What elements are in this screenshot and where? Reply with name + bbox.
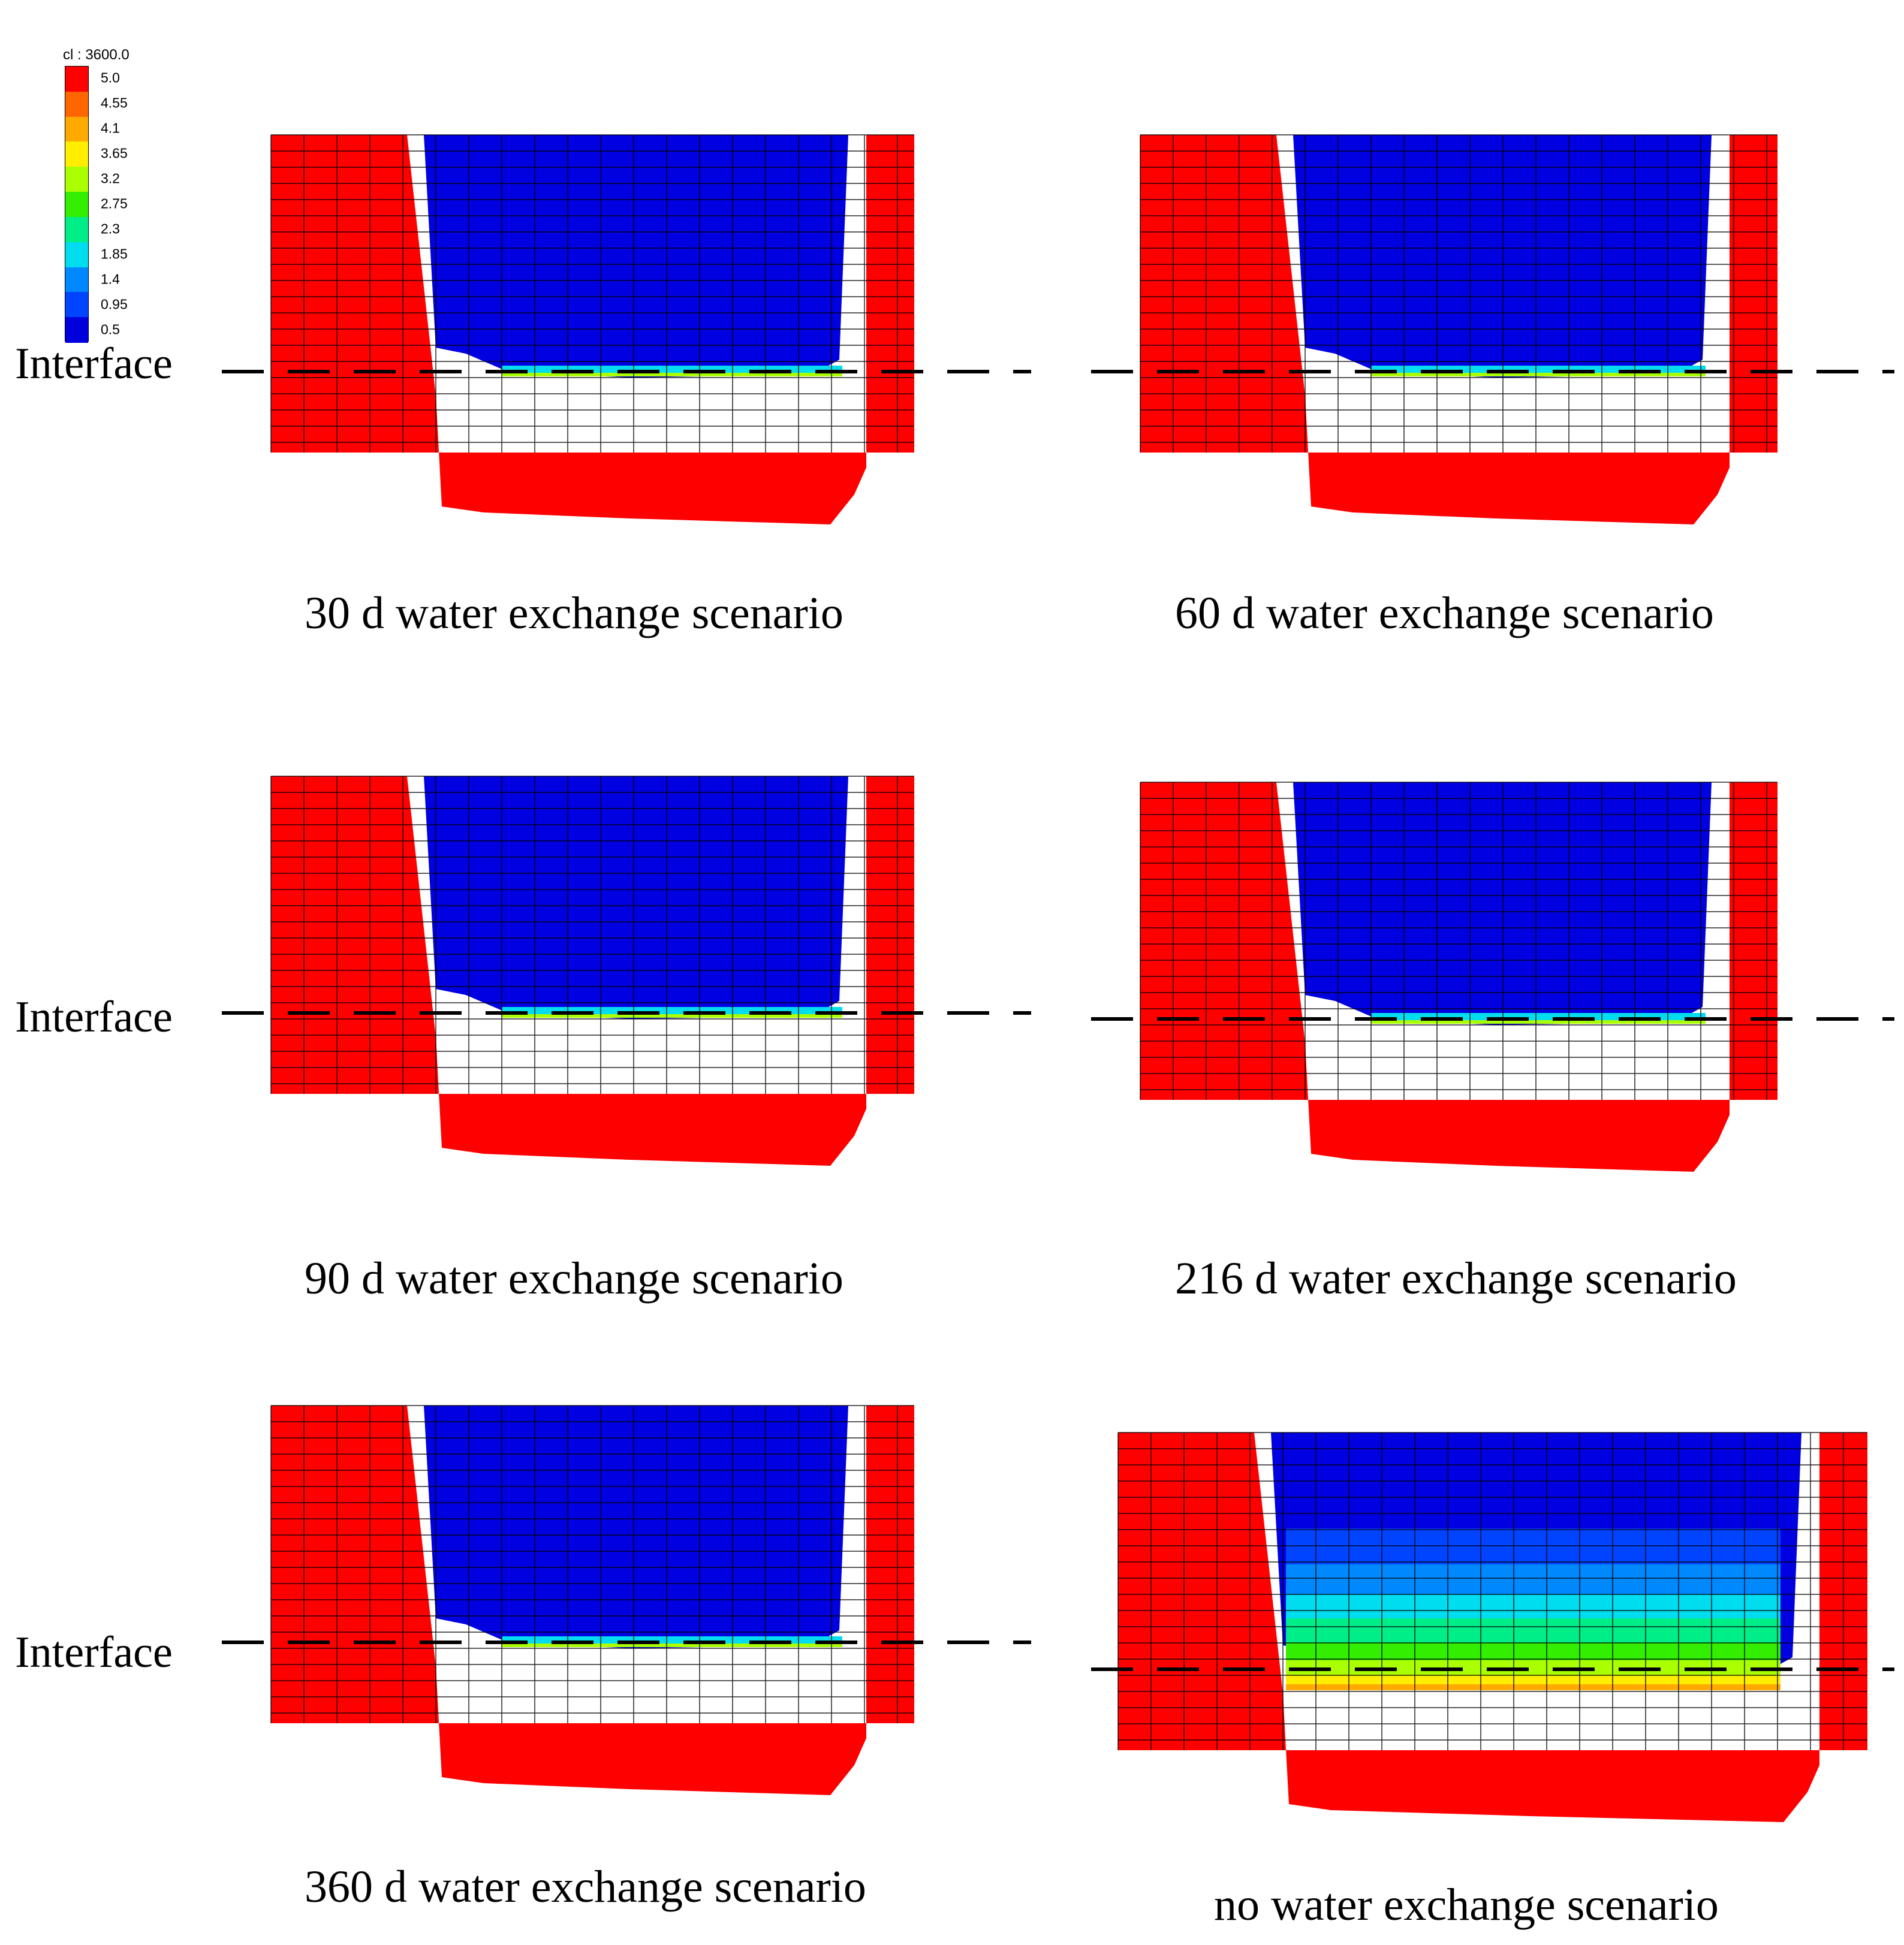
mesh-grid (1117, 1432, 1867, 1750)
legend-swatch (65, 91, 88, 117)
legend-tick-label: 2.75 (101, 195, 128, 212)
saline-region (271, 1406, 914, 1795)
caption-60d: 60 d water exchange scenario (1175, 588, 1714, 638)
saline-region (1140, 135, 1778, 524)
saline-region (1118, 1433, 1867, 1822)
caption-360d: 360 d water exchange scenario (305, 1862, 866, 1912)
legend-tick-label: 4.1 (101, 120, 120, 136)
panel-360d (222, 1405, 1031, 1795)
panel-no-exchange (1091, 1432, 1894, 1822)
legend-swatch (65, 242, 88, 268)
mixing-band (502, 373, 842, 376)
legend-tick-label: 4.55 (101, 95, 128, 111)
legend-swatch (65, 167, 88, 193)
mesh-grid (270, 1405, 914, 1723)
fresh-water-region (1293, 782, 1712, 1025)
mixing-band (1371, 373, 1706, 376)
legend-swatch (65, 317, 88, 343)
saline-region (1140, 782, 1778, 1172)
legend-swatch (65, 292, 88, 318)
saline-region (271, 776, 914, 1166)
legend-swatch (65, 141, 88, 168)
interface-label-row2: Interface (15, 993, 173, 1042)
fresh-water-region (424, 776, 848, 1019)
mixing-band (502, 1644, 842, 1647)
legend-tick-label: 1.85 (101, 246, 128, 262)
mesh-grid (1140, 782, 1778, 1100)
caption-no-exchange: no water exchange scenario (1214, 1880, 1719, 1930)
mixing-band (502, 1014, 842, 1018)
legend-tick-label: 5.0 (101, 70, 120, 86)
panel-30d (222, 134, 1031, 524)
interface-label-row1: Interface (15, 339, 173, 388)
legend-tick-label: 0.5 (101, 321, 120, 337)
legend-colorbar (65, 66, 89, 343)
legend-swatch (65, 216, 88, 243)
fresh-water-region (424, 1406, 848, 1648)
caption-216d: 216 d water exchange scenario (1175, 1253, 1737, 1304)
panel-60d (1091, 134, 1894, 524)
legend-swatch (65, 116, 88, 143)
legend-tick-label: 0.95 (101, 296, 128, 312)
mesh-grid (270, 776, 914, 1094)
legend-tick-label: 3.2 (101, 170, 120, 186)
legend-swatch (65, 267, 88, 293)
caption-30d: 30 d water exchange scenario (305, 588, 843, 638)
fresh-water-region (1293, 135, 1712, 378)
panel-90d (222, 776, 1031, 1166)
legend-tick-label: 1.4 (101, 271, 120, 287)
mesh-grid (1140, 134, 1778, 453)
mesh-grid (270, 134, 914, 453)
legend-swatch (65, 67, 88, 92)
saline-region (271, 135, 914, 524)
mixing-band (1286, 1684, 1781, 1690)
panel-216d (1091, 782, 1894, 1172)
legend-title: cl : 3600.0 (63, 47, 129, 63)
mixing-band (1371, 1020, 1706, 1024)
legend-tick-label: 3.65 (101, 145, 128, 161)
caption-90d: 90 d water exchange scenario (305, 1253, 843, 1304)
fresh-water-region (424, 135, 848, 378)
interface-label-row3: Interface (15, 1628, 173, 1677)
legend-tick-label: 2.3 (101, 221, 120, 237)
legend-swatch (65, 192, 88, 218)
